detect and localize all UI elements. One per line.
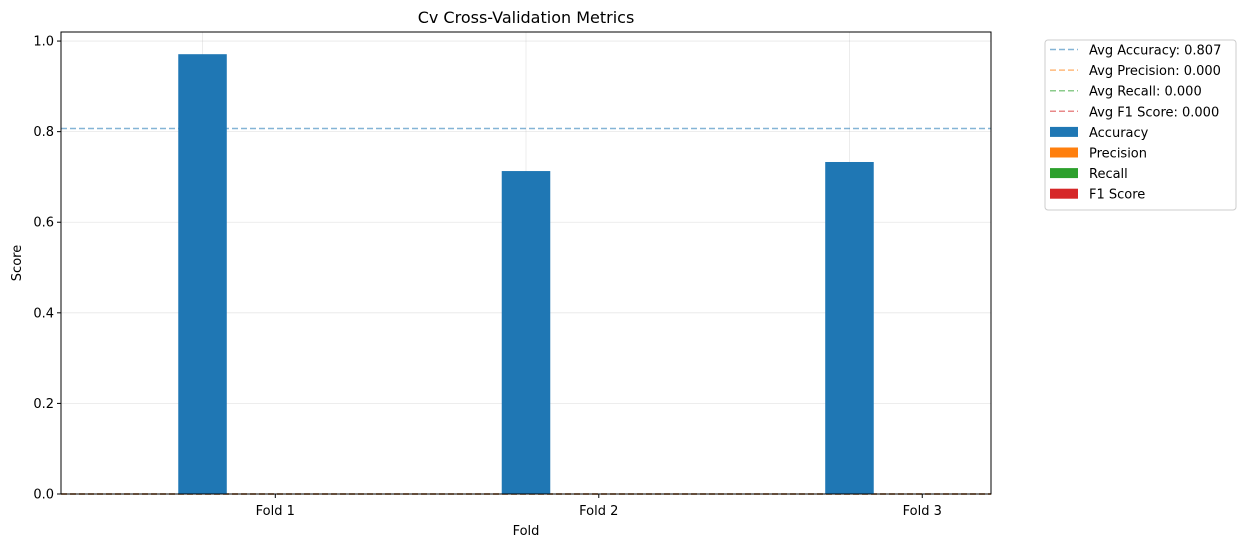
legend-label: Accuracy: [1089, 126, 1149, 141]
y-tick-label: 0.8: [33, 125, 54, 140]
legend-label: Avg Precision: 0.000: [1089, 64, 1221, 79]
y-tick-label: 1.0: [33, 35, 54, 50]
legend-frame: [1044, 39, 1237, 211]
bar-accuracy: [825, 161, 874, 494]
plot-frame: [60, 31, 992, 495]
legend-patch-swatch: [1050, 188, 1078, 199]
legend-label: Avg Recall: 0.000: [1089, 85, 1202, 100]
y-axis-title: Score: [10, 245, 25, 281]
y-tick-label: 0.2: [33, 397, 54, 412]
y-tick-label: 0.4: [33, 306, 54, 321]
bar-accuracy: [178, 54, 227, 494]
x-tick-label: Fold 3: [903, 504, 942, 519]
bars: [178, 54, 874, 494]
bar-accuracy: [501, 171, 551, 494]
y-axis: 0.0 0.2 0.4 0.6 0.8 1.0: [33, 35, 61, 503]
x-axis-title: Fold: [513, 524, 540, 539]
legend-patch-swatch: [1050, 126, 1078, 137]
y-tick-label: 0.0: [33, 488, 54, 503]
legend-patch-swatch: [1050, 147, 1078, 158]
x-axis: Fold 1 Fold 2 Fold 3: [256, 494, 942, 519]
x-tick-label: Fold 1: [256, 504, 295, 519]
legend: Avg Accuracy: 0.807 Avg Precision: 0.000 A…: [1044, 39, 1237, 211]
legend-label: Avg Accuracy: 0.807: [1089, 44, 1221, 59]
x-tick-label: Fold 2: [579, 504, 618, 519]
chart-title: Cv Cross-Validation Metrics: [418, 8, 635, 27]
legend-label: Recall: [1089, 167, 1128, 182]
legend-label: Precision: [1089, 147, 1147, 162]
y-tick-label: 0.6: [33, 216, 54, 231]
legend-patch-swatch: [1050, 168, 1078, 179]
legend-label: F1 Score: [1089, 188, 1145, 203]
legend-label: Avg F1 Score: 0.000: [1089, 105, 1219, 120]
